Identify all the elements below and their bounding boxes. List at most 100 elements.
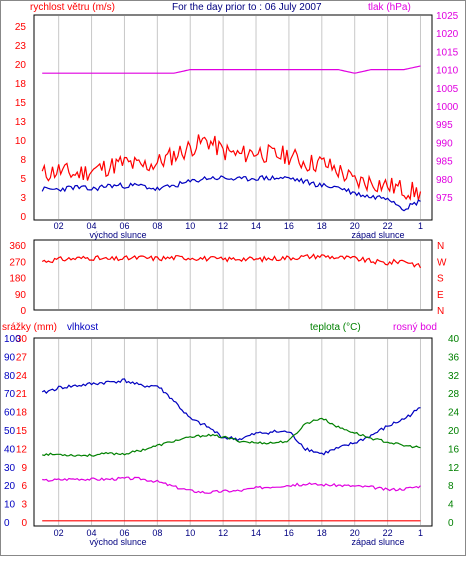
panel3-right-tick-label: 16 — [448, 444, 460, 455]
panel1-x-tick-label: 1 — [418, 221, 423, 231]
panel3-humidity-tick-label: 10 — [4, 500, 16, 511]
panel2-right-tick-label: S — [437, 274, 444, 285]
panel1-left-tick-label: 0 — [20, 212, 26, 223]
panel1-left-tick-label: 18 — [15, 79, 27, 90]
panel1-x-tick-label: 04 — [87, 221, 97, 231]
panel1-left-tick-label: 5 — [20, 174, 26, 185]
panel3-right-tick-label: 24 — [448, 408, 460, 419]
panel3-humidity-label: vlhkost — [67, 322, 98, 333]
panel3-right-tick-label: 4 — [448, 500, 454, 511]
panel3-temperature-label: teplota (°C) — [310, 322, 361, 333]
panel1-right-axis-label: tlak (hPa) — [368, 2, 411, 13]
panel3-rain-tick-label: 6 — [21, 481, 27, 492]
panel3-x-tick-label: 08 — [152, 528, 162, 538]
panel2-left-tick-label: 180 — [9, 274, 26, 285]
panel1-x-tick-label: 16 — [284, 221, 294, 231]
panel3-right-tick-label: 28 — [448, 389, 460, 400]
temperature-line — [42, 417, 421, 458]
panel3-rain-tick-label: 3 — [21, 500, 27, 511]
panel1-right-tick-label: 1000 — [436, 102, 459, 113]
panel1-left-axis-label: rychlost větru (m/s) — [30, 2, 115, 13]
panel1-left-tick-label: 25 — [15, 22, 27, 33]
panel1-right-tick-label: 985 — [436, 157, 453, 168]
panel3-x-tick-label: 22 — [383, 528, 393, 538]
panel2-right-tick-label: E — [437, 290, 444, 301]
panel1-right-tick-label: 1025 — [436, 11, 459, 22]
panel2-right-tick-label: N — [437, 241, 444, 252]
panel3-humidity-tick-label: 60 — [4, 408, 16, 419]
panel3-right-tick-label: 0 — [448, 518, 454, 529]
panel3-humidity-tick-label: 80 — [4, 371, 16, 382]
panel3-x-tick-label: 12 — [218, 528, 228, 538]
panel2-left-tick-label: 0 — [20, 306, 26, 317]
wind-gust-line — [41, 134, 422, 201]
panel3-sunset-label: západ slunce — [351, 537, 404, 547]
panel1-left-tick-label: 15 — [15, 98, 27, 109]
panel3-humidity-tick-label: 40 — [4, 444, 16, 455]
panel3-rain-tick-label: 27 — [16, 352, 28, 363]
panel3-dew-label: rosný bod — [393, 322, 437, 333]
panel2-left-tick-label: 270 — [9, 257, 26, 268]
panel1-left-tick-label: 20 — [15, 60, 27, 71]
panel1-x-tick-label: 20 — [350, 221, 360, 231]
panel1-x-tick-label: 08 — [152, 221, 162, 231]
panel3-plot-frame — [33, 337, 433, 527]
panel1-right-tick-label: 995 — [436, 120, 453, 131]
panel3-x-tick-label: 10 — [185, 528, 195, 538]
panel3-humidity-tick-label: 90 — [4, 352, 16, 363]
panel1-x-tick-label: 06 — [119, 221, 129, 231]
panel2-right-tick-label: W — [437, 257, 447, 268]
panel1-plot-frame — [33, 14, 433, 221]
panel3-sunrise-label: východ slunce — [89, 537, 146, 547]
panel3-x-tick-label: 16 — [284, 528, 294, 538]
panel1-right-tick-label: 1010 — [436, 66, 459, 77]
panel1-x-tick-label: 02 — [54, 221, 64, 231]
pressure-line — [42, 65, 421, 74]
panel3-rain-tick-label: 12 — [16, 444, 28, 455]
panel2-left-tick-label: 90 — [15, 290, 27, 301]
panel3-humidity-tick-label: 0 — [4, 518, 10, 529]
panel1-x-tick-label: 18 — [317, 221, 327, 231]
panel3-right-tick-label: 36 — [448, 352, 460, 363]
panel3-rain-tick-label: 30 — [16, 334, 28, 345]
panel3-rain-label: srážky (mm) — [2, 322, 57, 333]
chart-title: For the day prior to : 06 July 2007 — [172, 2, 322, 13]
panel1-left-tick-label: 10 — [15, 136, 27, 147]
wind-direction-line — [41, 253, 422, 269]
panel3-right-tick-label: 12 — [448, 463, 460, 474]
panel3-right-tick-label: 20 — [448, 426, 460, 437]
panel3-x-tick-label: 02 — [54, 528, 64, 538]
panel3-rain-tick-label: 0 — [21, 518, 27, 529]
panel1-right-tick-label: 980 — [436, 175, 453, 186]
chart-dynamic-layer: 02 04 06 08 10 12 14 16 18 20 22 102 04 06 08 10 12 14 16 1… — [4, 11, 460, 538]
panel1-left-tick-label: 8 — [20, 155, 26, 166]
panel3-humidity-tick-label: 20 — [4, 481, 16, 492]
panel1-right-tick-label: 990 — [436, 138, 453, 149]
panel3-x-tick-label: 06 — [119, 528, 129, 538]
panel1-x-tick-label: 22 — [383, 221, 393, 231]
panel3-right-tick-label: 32 — [448, 371, 460, 382]
panel3-x-tick-label: 20 — [350, 528, 360, 538]
panel1-sunrise-label: východ slunce — [89, 230, 146, 240]
panel3-humidity-tick-label: 50 — [4, 426, 16, 437]
panel1-x-tick-label: 12 — [218, 221, 228, 231]
panel2-left-tick-label: 360 — [9, 241, 26, 252]
panel3-humidity-tick-label: 70 — [4, 389, 16, 400]
panel3-rain-tick-label: 15 — [16, 426, 28, 437]
panel3-x-tick-label: 1 — [418, 528, 423, 538]
panel3-right-tick-label: 40 — [448, 334, 460, 345]
panel3-humidity-tick-label: 30 — [4, 463, 16, 474]
panel3-rain-tick-label: 21 — [16, 389, 28, 400]
panel3-rain-tick-label: 9 — [21, 463, 27, 474]
panel1-x-tick-label: 10 — [185, 221, 195, 231]
panel1-x-tick-label: 14 — [251, 221, 261, 231]
panel1-right-tick-label: 1015 — [436, 47, 459, 58]
panel1-left-tick-label: 23 — [15, 41, 27, 52]
panel3-right-tick-label: 8 — [448, 481, 454, 492]
panel1-right-tick-label: 975 — [436, 193, 453, 204]
panel1-left-tick-label: 3 — [20, 193, 26, 204]
humidity-line — [41, 378, 421, 456]
panel2-plot-frame — [33, 239, 433, 311]
